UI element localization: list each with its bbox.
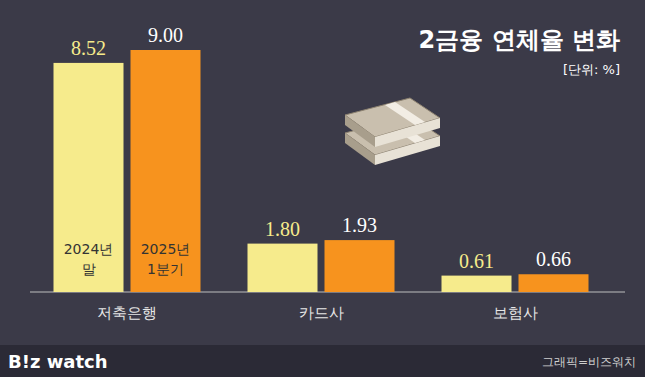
bar bbox=[325, 240, 395, 292]
bar bbox=[131, 50, 201, 292]
data-label: 1.80 bbox=[265, 218, 300, 240]
category-label: 저축은행 bbox=[97, 304, 157, 322]
money-icon bbox=[345, 98, 440, 165]
bar bbox=[442, 276, 512, 292]
bill-edge bbox=[375, 118, 440, 147]
bar bbox=[519, 274, 589, 292]
bars bbox=[54, 50, 589, 292]
legend-line: 1분기 bbox=[147, 261, 184, 277]
legend-line: 2025년 bbox=[141, 241, 191, 257]
data-label: 0.61 bbox=[459, 250, 494, 272]
category-label: 카드사 bbox=[299, 304, 344, 322]
labels: 8.52 2024년말 9.00 2025년 1분기저축은행 1.80 1.93 카드사 0.6… bbox=[64, 24, 571, 322]
bill-band bbox=[385, 102, 425, 125]
bar bbox=[248, 244, 318, 292]
footer-band bbox=[0, 345, 645, 377]
data-label: 1.93 bbox=[342, 214, 377, 236]
legend-label: 2024년말 bbox=[64, 241, 114, 277]
background bbox=[0, 0, 645, 377]
legend-line: 말 bbox=[82, 261, 96, 277]
legend-line: 2024년 bbox=[64, 241, 114, 257]
bill-side bbox=[345, 115, 375, 147]
source: 그래픽=비즈워치 bbox=[542, 355, 636, 369]
chart-root: 8.52 2024년말 9.00 2025년 1분기저축은행 1.80 1.93 카드사 0.6… bbox=[0, 0, 645, 377]
bar bbox=[54, 63, 124, 292]
data-label: 8.52 bbox=[71, 37, 106, 59]
chart-svg: 8.52 2024년말 9.00 2025년 1분기저축은행 1.80 1.93 카드사 0.6… bbox=[0, 0, 645, 377]
legend-label: 2025년 1분기 bbox=[141, 241, 191, 277]
subtitle: [단위: %] bbox=[563, 62, 620, 77]
category-label: 보험사 bbox=[493, 304, 538, 322]
logo: B!z watch bbox=[8, 351, 108, 372]
title: 2금융 연체율 변화 bbox=[419, 26, 620, 54]
data-label: 0.66 bbox=[536, 248, 571, 270]
data-label: 9.00 bbox=[148, 24, 183, 46]
